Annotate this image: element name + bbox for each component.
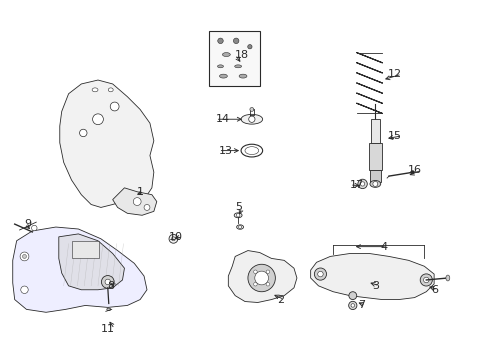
Ellipse shape [219,74,227,78]
Text: 14: 14 [215,114,229,124]
Bar [369,170,380,182]
Ellipse shape [222,53,230,57]
Circle shape [248,116,254,122]
Text: 1: 1 [137,187,144,197]
Circle shape [20,286,28,293]
Circle shape [350,304,354,307]
Text: 18: 18 [235,50,249,59]
Ellipse shape [108,88,113,92]
Polygon shape [310,253,433,300]
Circle shape [80,129,87,137]
Circle shape [233,38,239,44]
Polygon shape [228,251,296,302]
Text: 12: 12 [387,69,401,79]
Bar [71,241,99,258]
Text: 13: 13 [218,145,232,156]
Ellipse shape [239,74,246,78]
Text: 17: 17 [349,180,363,190]
Circle shape [144,204,150,210]
Text: 2: 2 [277,294,284,305]
Circle shape [348,301,356,310]
Circle shape [348,292,356,300]
Circle shape [314,268,326,280]
Circle shape [253,283,257,286]
Circle shape [360,182,364,186]
Circle shape [22,255,26,258]
Circle shape [247,264,275,292]
Text: 6: 6 [430,285,437,295]
Circle shape [105,279,110,285]
Ellipse shape [217,65,223,68]
Text: 11: 11 [101,324,114,334]
Circle shape [317,271,323,277]
Text: 4: 4 [379,242,386,252]
Circle shape [253,270,257,274]
Circle shape [357,179,366,189]
Text: 5: 5 [235,202,242,212]
Bar [370,119,379,143]
Ellipse shape [445,275,449,281]
Circle shape [20,252,29,261]
Polygon shape [112,188,157,215]
Circle shape [171,237,175,241]
Text: 15: 15 [387,131,401,141]
Ellipse shape [92,88,98,92]
Ellipse shape [241,114,262,124]
Circle shape [423,277,428,283]
Circle shape [247,45,251,49]
Text: 3: 3 [371,281,379,291]
Circle shape [265,270,269,274]
Circle shape [236,213,240,217]
Polygon shape [60,80,154,207]
Ellipse shape [236,225,243,229]
Circle shape [254,271,268,285]
Circle shape [169,234,178,243]
Circle shape [372,181,377,186]
Polygon shape [13,227,147,312]
Ellipse shape [106,308,110,311]
Circle shape [238,226,241,229]
Circle shape [419,274,431,286]
Bar [208,31,259,86]
Text: 10: 10 [169,232,183,242]
Text: 9: 9 [24,219,32,229]
Circle shape [133,198,141,206]
Ellipse shape [369,180,380,187]
Circle shape [101,275,114,288]
Circle shape [217,38,223,44]
Circle shape [32,225,37,231]
Circle shape [92,114,103,125]
Text: 7: 7 [358,301,365,310]
Ellipse shape [410,171,414,174]
Circle shape [110,102,119,111]
Ellipse shape [234,65,241,68]
Bar [368,143,381,170]
Circle shape [249,108,253,111]
Circle shape [265,283,269,286]
Ellipse shape [234,213,242,218]
Text: 8: 8 [107,281,114,291]
Polygon shape [59,234,124,290]
Text: 16: 16 [407,165,421,175]
